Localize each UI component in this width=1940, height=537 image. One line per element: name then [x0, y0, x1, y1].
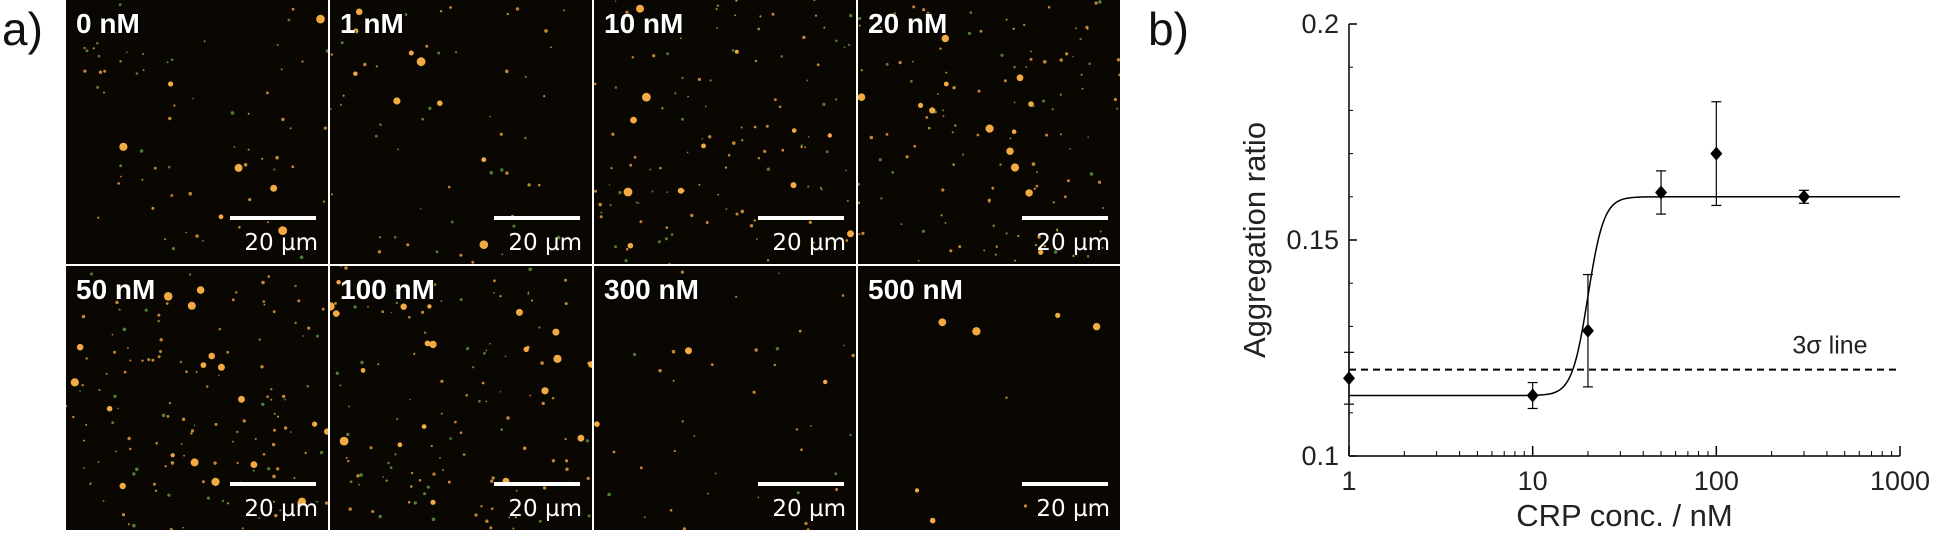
- scale-bar: [494, 482, 580, 486]
- concentration-label: 10 nM: [604, 8, 684, 39]
- micrograph-grid: 0 nM 20 µm 1 nM 20 µm 10 nM 20 µm 20 nM 20 µm 50…: [66, 0, 1120, 530]
- data-point: [1797, 189, 1810, 204]
- x-axis-label: CRP conc. / nM: [1516, 498, 1733, 533]
- data-point: [1710, 146, 1723, 161]
- micrograph-tile: 1 nM 20 µm: [330, 0, 592, 264]
- concentration-label: 20 nM: [868, 8, 948, 39]
- threshold-label: 3σ line: [1792, 332, 1867, 360]
- aggregation-chart: 0.1 0.15 0.2 1 10 100 1000 CRP conc. / nM Aggreg…: [1237, 9, 1930, 533]
- micrograph-tile: 0 nM 20 µm: [66, 0, 328, 264]
- y-tick-label: 0.1: [1301, 441, 1339, 471]
- scale-bar-label: 20 µm: [1036, 230, 1110, 256]
- data-point: [1526, 388, 1539, 403]
- concentration-label: 1 nM: [340, 8, 404, 39]
- scale-bar-label: 20 µm: [508, 230, 582, 256]
- particle-spots: [594, 270, 855, 530]
- y-tick-label: 0.15: [1286, 225, 1339, 255]
- concentration-label: 0 nM: [76, 8, 140, 39]
- fit-curve: [1349, 196, 1900, 397]
- scale-bar: [1022, 482, 1108, 486]
- particle-spots: [594, 0, 854, 264]
- concentration-label: 50 nM: [76, 274, 156, 305]
- x-tick-label: 100: [1694, 466, 1739, 496]
- scale-bar: [494, 216, 580, 220]
- micrograph-tile: 10 nM 20 µm: [594, 0, 856, 264]
- scale-bar: [1022, 216, 1108, 220]
- scale-bar: [758, 216, 844, 220]
- x-tick-label: 1: [1341, 466, 1356, 496]
- scale-bar-label: 20 µm: [772, 230, 846, 256]
- data-point: [1343, 371, 1355, 386]
- concentration-label: 300 nM: [604, 274, 699, 305]
- panel-a-letter: a): [2, 3, 43, 55]
- scale-bar-label: 20 µm: [772, 496, 846, 522]
- scale-bar: [230, 216, 316, 220]
- micrograph-tile: 300 nM 20 µm: [594, 266, 856, 530]
- particle-spots: [83, 3, 328, 260]
- scale-bar-label: 20 µm: [1036, 496, 1110, 522]
- panel-b-letter: b): [1148, 3, 1189, 55]
- micrograph-tile: 100 nM 20 µm: [330, 266, 592, 530]
- scale-bar-label: 20 µm: [244, 496, 318, 522]
- concentration-label: 100 nM: [340, 274, 435, 305]
- particle-spots: [858, 0, 1120, 262]
- scale-bar-label: 20 µm: [508, 496, 582, 522]
- particle-spots: [330, 6, 566, 264]
- y-tick-label: 0.2: [1301, 9, 1339, 39]
- data-point: [1581, 323, 1594, 338]
- x-tick-label: 1000: [1870, 466, 1930, 496]
- particle-spots: [330, 266, 592, 530]
- scale-bar-label: 20 µm: [244, 230, 318, 256]
- y-axis-label: Aggregation ratio: [1237, 122, 1272, 358]
- micrograph-tile: 20 nM 20 µm: [858, 0, 1120, 264]
- concentration-label: 500 nM: [868, 274, 963, 305]
- particle-spots: [914, 312, 1101, 524]
- micrograph-tile: 500 nM 20 µm: [858, 266, 1120, 530]
- data-point: [1655, 185, 1668, 200]
- x-tick-label: 10: [1518, 466, 1548, 496]
- scale-bar: [758, 482, 844, 486]
- scale-bar: [230, 482, 316, 486]
- particle-spots: [66, 272, 328, 530]
- micrograph-tile: 50 nM 20 µm: [66, 266, 328, 530]
